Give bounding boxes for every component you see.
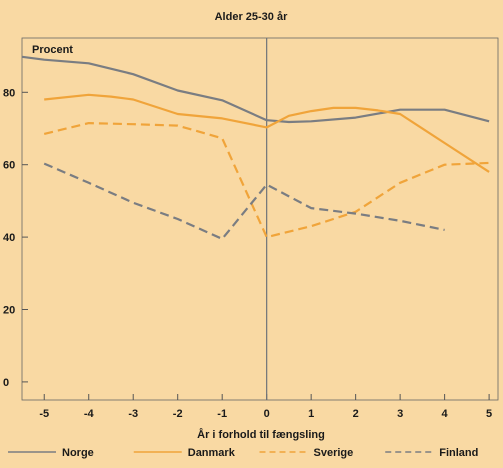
x-tick-label: 2 (353, 408, 359, 420)
series-line-finland (43, 162, 445, 240)
plot-area (21, 37, 499, 401)
x-tick-label: -1 (217, 408, 227, 420)
legend-label-norge: Norge (62, 447, 94, 459)
x-axis: -5 -4 -3 -2 -1 0 1 2 3 4 5 (39, 394, 492, 420)
y-axis-label: Procent (32, 44, 73, 56)
x-tick-label: -4 (84, 408, 95, 420)
legend-label-finland: Finland (439, 447, 478, 459)
chart-title: Alder 25-30 år (215, 11, 288, 23)
x-tick-label: 4 (442, 408, 449, 420)
x-tick-label: -2 (173, 408, 183, 420)
series-line-norge (21, 55, 490, 124)
x-tick-label: 1 (308, 408, 314, 420)
y-tick-label: 60 (3, 160, 15, 172)
x-tick-label: 0 (264, 408, 270, 420)
y-tick-label: 80 (3, 87, 15, 99)
x-axis-label: År i forhold til fængsling (197, 428, 325, 441)
legend-label-danmark: Danmark (188, 447, 236, 459)
legend: Norge Danmark Sverige Finland (8, 447, 478, 459)
x-tick-label: 3 (397, 408, 403, 420)
y-tick-label: 20 (3, 305, 15, 317)
series-line-danmark (44, 93, 490, 173)
y-tick-label: 0 (3, 377, 9, 389)
x-tick-label: -3 (128, 408, 138, 420)
x-tick-label: 5 (486, 408, 492, 420)
legend-label-sverige: Sverige (314, 447, 354, 459)
y-axis: 0 20 40 60 80 (3, 87, 28, 389)
y-tick-label: 40 (3, 232, 15, 244)
series-lines (21, 55, 490, 240)
x-tick-label: -5 (39, 408, 49, 420)
series-line-sverige (43, 121, 490, 239)
